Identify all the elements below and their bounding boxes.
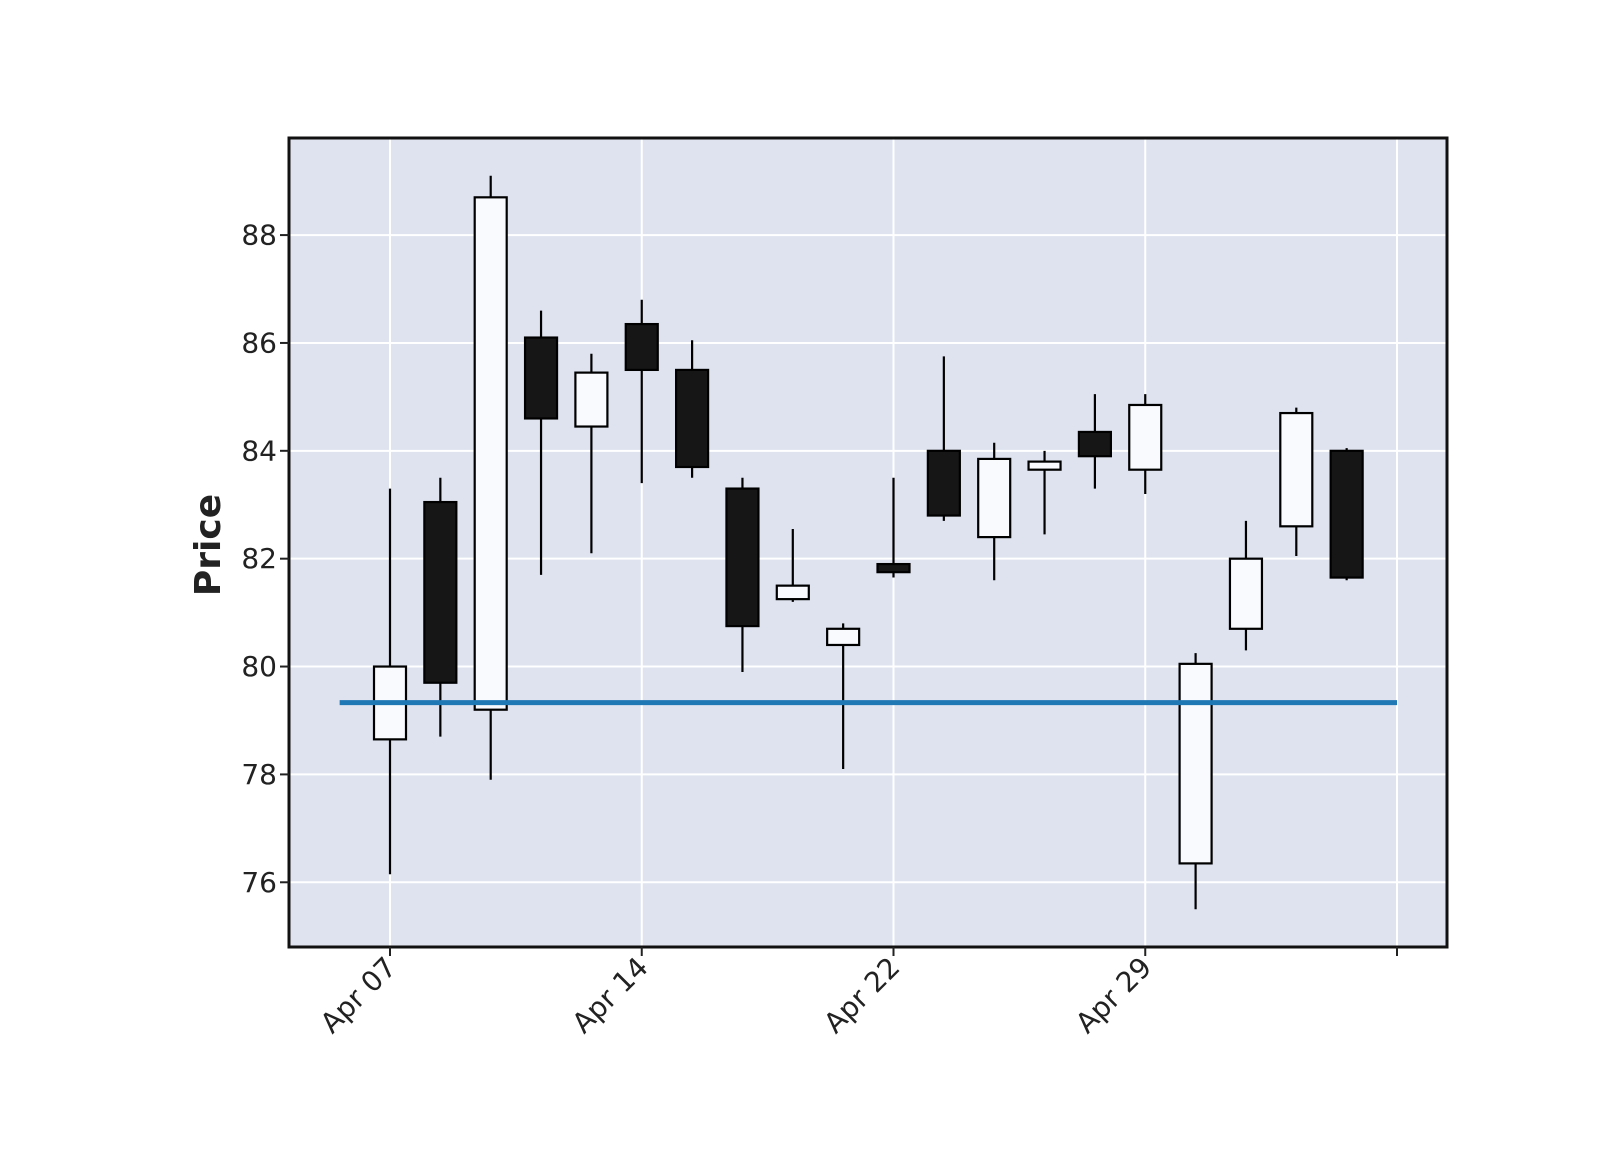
y-tick-label: 78 (241, 758, 277, 791)
candle (1279, 407, 1314, 556)
x-axis-ticks: Apr 07 Apr 14 Apr 22 Apr 29 (314, 947, 1398, 1040)
plot-background (289, 138, 1447, 947)
candle-body-down (523, 336, 559, 420)
candle (523, 310, 559, 575)
candle (1178, 653, 1213, 910)
candle (926, 356, 961, 521)
candle-body-up (473, 196, 508, 711)
y-tick-label: 82 (241, 542, 277, 575)
candle (775, 529, 810, 602)
candle-body-up (1027, 460, 1062, 471)
candle-body-down (423, 500, 458, 684)
candle-body-down (876, 562, 911, 574)
candle (876, 477, 911, 578)
candle (1329, 448, 1364, 581)
candle (574, 353, 609, 554)
candle (1077, 394, 1113, 489)
candle (826, 623, 861, 770)
plot-frame (287, 136, 1449, 949)
candle-body-up (826, 627, 861, 647)
y-tick-label: 88 (241, 219, 277, 252)
candle (1128, 394, 1163, 494)
candle-body-down (1329, 449, 1364, 579)
candle-body-down (624, 322, 659, 372)
candle-body-up (775, 584, 810, 601)
candle-body-up (574, 371, 609, 428)
candle-body-up (1128, 403, 1163, 471)
candle (1228, 520, 1264, 651)
y-tick-label: 80 (241, 650, 277, 683)
x-tick-label: Apr 22 (817, 951, 906, 1040)
candle (423, 477, 458, 737)
candle (1027, 450, 1062, 535)
candle (624, 299, 659, 484)
y-axis-ticks: 76 78 80 82 84 86 88 (241, 219, 289, 899)
x-tick-label: Apr 29 (1069, 951, 1158, 1040)
candles (372, 175, 1364, 910)
x-tick-label: Apr 07 (314, 951, 403, 1040)
candle (725, 477, 760, 672)
candle-body-down (725, 487, 760, 628)
candle (977, 442, 1012, 581)
candle-body-down (926, 449, 961, 517)
candle-body-up (1178, 662, 1213, 865)
candle-body-up (1228, 557, 1264, 630)
y-tick-label: 84 (241, 434, 277, 467)
y-axis-title: Price (188, 494, 229, 596)
candle-body-down (674, 368, 710, 469)
candle-body-up (1279, 411, 1314, 528)
y-tick-label: 86 (241, 326, 277, 359)
candle-body-up (977, 457, 1012, 539)
candle-body-down (1077, 430, 1113, 458)
x-tick-label: Apr 14 (566, 951, 655, 1040)
y-tick-label: 76 (241, 866, 277, 899)
candle (473, 175, 508, 780)
candle (674, 340, 710, 478)
